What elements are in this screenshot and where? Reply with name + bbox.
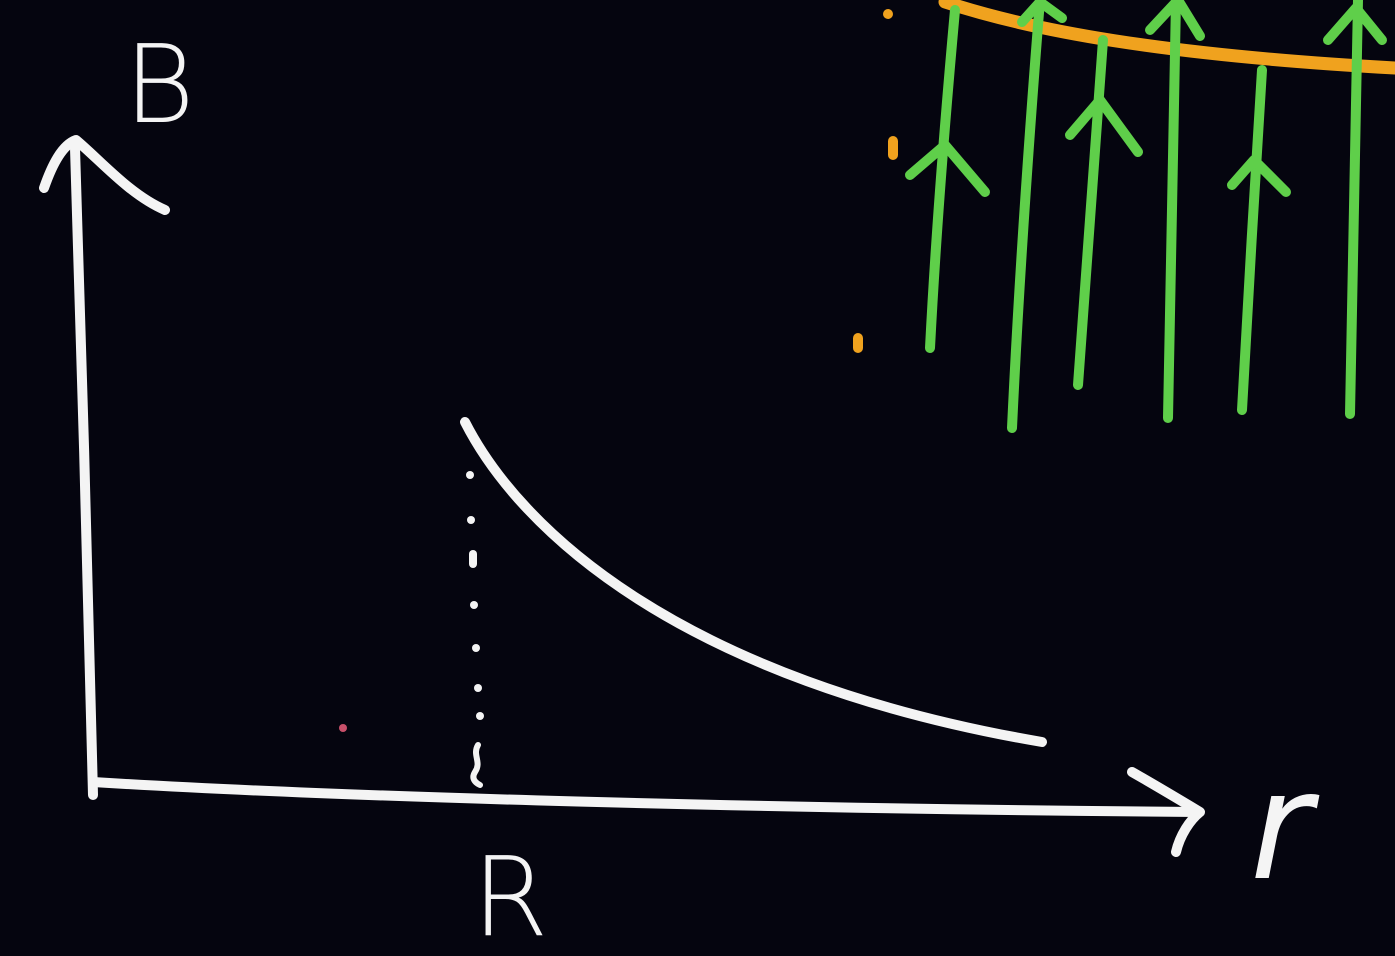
- y-axis: [70, 143, 98, 800]
- x-marker-label: R: [472, 833, 548, 956]
- boundary-curve: [938, 0, 1395, 75]
- field-line-arrow: [1145, 0, 1205, 41]
- field-line: [1007, 0, 1045, 433]
- boundary-dot: [853, 333, 863, 353]
- field-line-arrow: [1323, 3, 1387, 45]
- r-marker-dotted-line: [466, 471, 484, 788]
- field-line: [925, 5, 960, 353]
- field-line-arrow: [1017, 0, 1067, 27]
- field-line: [1237, 65, 1267, 415]
- field-lines: [905, 0, 1387, 433]
- y-axis-arrowhead: [39, 135, 170, 215]
- x-axis-arrowhead: [1127, 767, 1205, 857]
- boundary-dot: [883, 9, 893, 19]
- x-axis-label: r: [1250, 740, 1320, 914]
- boundary-dot: [888, 136, 898, 160]
- field-line: [1345, 0, 1363, 419]
- field-line-arrow: [1065, 95, 1143, 157]
- b-curve: [460, 417, 1047, 747]
- field-line-arrow: [1227, 155, 1291, 197]
- field-line-arrow: [905, 140, 990, 197]
- field-line: [1163, 0, 1181, 423]
- y-axis-label: B: [124, 23, 195, 148]
- stray-dot: [339, 724, 347, 732]
- x-axis: [88, 777, 1203, 817]
- field-line: [1073, 35, 1108, 390]
